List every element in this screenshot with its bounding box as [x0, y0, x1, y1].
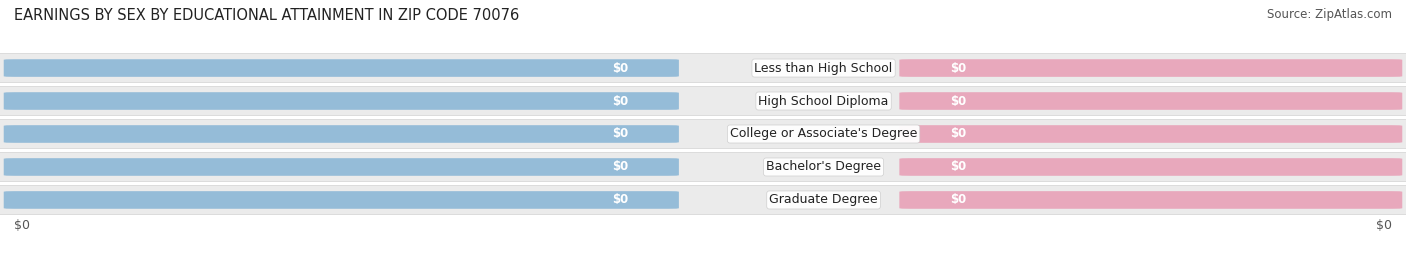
FancyBboxPatch shape [0, 152, 1406, 181]
Text: Graduate Degree: Graduate Degree [769, 193, 877, 206]
FancyBboxPatch shape [0, 120, 1406, 148]
Text: College or Associate's Degree: College or Associate's Degree [730, 128, 917, 140]
FancyBboxPatch shape [0, 87, 1406, 116]
Text: $0: $0 [612, 193, 628, 206]
Text: $0: $0 [612, 161, 628, 173]
Text: $0: $0 [14, 219, 30, 232]
Text: Bachelor's Degree: Bachelor's Degree [766, 161, 882, 173]
FancyBboxPatch shape [4, 59, 679, 77]
FancyBboxPatch shape [900, 191, 1402, 209]
Text: $0: $0 [612, 128, 628, 140]
Text: $0: $0 [950, 193, 966, 206]
FancyBboxPatch shape [900, 125, 1402, 143]
FancyBboxPatch shape [4, 125, 679, 143]
FancyBboxPatch shape [4, 158, 679, 176]
Text: $0: $0 [612, 95, 628, 107]
FancyBboxPatch shape [900, 92, 1402, 110]
FancyBboxPatch shape [900, 59, 1402, 77]
FancyBboxPatch shape [4, 92, 679, 110]
FancyBboxPatch shape [4, 191, 679, 209]
Text: EARNINGS BY SEX BY EDUCATIONAL ATTAINMENT IN ZIP CODE 70076: EARNINGS BY SEX BY EDUCATIONAL ATTAINMEN… [14, 8, 519, 23]
Text: $0: $0 [1376, 219, 1392, 232]
Text: $0: $0 [612, 62, 628, 75]
FancyBboxPatch shape [0, 185, 1406, 214]
Text: $0: $0 [950, 128, 966, 140]
Text: Less than High School: Less than High School [755, 62, 893, 75]
Text: $0: $0 [950, 161, 966, 173]
Text: Source: ZipAtlas.com: Source: ZipAtlas.com [1267, 8, 1392, 21]
FancyBboxPatch shape [0, 54, 1406, 83]
Text: $0: $0 [950, 95, 966, 107]
Text: High School Diploma: High School Diploma [758, 95, 889, 107]
Text: $0: $0 [950, 62, 966, 75]
FancyBboxPatch shape [900, 158, 1402, 176]
